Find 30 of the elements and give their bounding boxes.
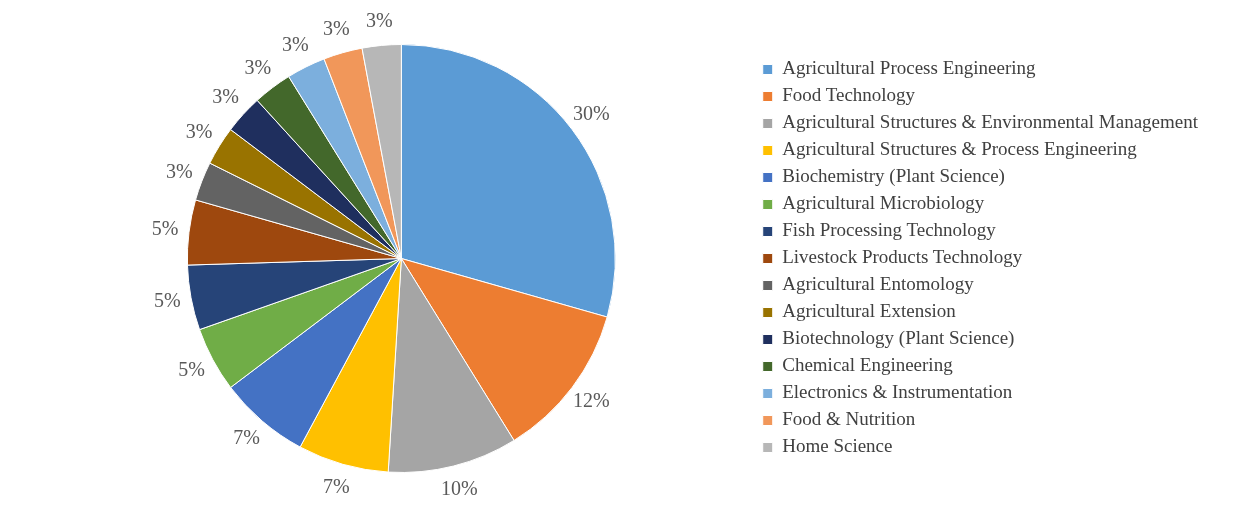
data-label: 3% <box>322 16 350 39</box>
data-label: 7% <box>322 474 350 497</box>
legend-label: Agricultural Extension <box>782 300 957 322</box>
legend-label: Agricultural Entomology <box>782 273 975 295</box>
data-label: 30% <box>572 102 610 125</box>
legend-label: Food Technology <box>782 84 916 106</box>
data-label: 7% <box>233 426 260 449</box>
legend-label: Biochemistry (Plant Science) <box>782 165 1005 188</box>
data-label: 12% <box>572 389 610 412</box>
legend-label: Livestock Products Technology <box>782 246 1023 268</box>
legend-label: Fish Processing Technology <box>782 219 997 241</box>
legend-label: Agricultural Microbiology <box>782 192 985 214</box>
data-label: 5% <box>154 289 181 312</box>
legend-label: Electronics & Instrumentation <box>782 381 1013 403</box>
data-label: 3% <box>185 120 213 143</box>
legend-label: Chemical Engineering <box>782 354 954 376</box>
data-label: 3% <box>281 32 309 55</box>
legend-label: Food & Nutrition <box>782 408 916 430</box>
data-label: 3% <box>366 8 393 31</box>
legend-label: Agricultural Structures & Environmental Management <box>782 111 1199 133</box>
data-label: 3% <box>212 85 239 108</box>
data-label: 10% <box>441 476 478 499</box>
data-label: 5% <box>151 216 179 239</box>
data-label: 3% <box>244 55 272 78</box>
legend-label: Home Science <box>782 435 893 457</box>
data-label: 5% <box>178 358 206 381</box>
legend-label: Agricultural Structures & Process Engineering <box>782 138 1138 160</box>
data-label: 3% <box>166 159 193 182</box>
legend-label: Biotechnology (Plant Science) <box>782 327 1015 350</box>
legend-label: Agricultural Process Engineering <box>782 57 1036 79</box>
